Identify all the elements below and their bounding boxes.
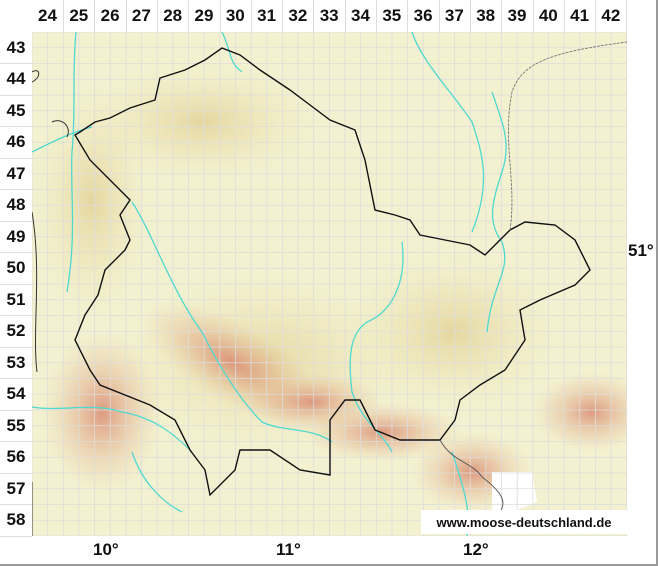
grid-column-label: 24 — [32, 0, 64, 32]
grid-row-label: 44 — [0, 64, 32, 96]
grid-lines — [32, 32, 627, 536]
grid-column-label: 28 — [157, 0, 190, 32]
longitude-label: 10° — [93, 540, 119, 559]
grid-column-label: 37 — [439, 0, 471, 32]
grid-column-label: 29 — [189, 0, 221, 32]
latitude-label: 51° — [628, 241, 654, 260]
grid-row-label: 51 — [0, 284, 32, 316]
neighbor-border-south — [439, 439, 504, 513]
grid-column-label: 34 — [345, 0, 377, 32]
grid-row-label: 54 — [0, 379, 32, 411]
credit-label: www.moose-deutschland.de — [421, 510, 627, 534]
grid-column-label: 26 — [95, 0, 127, 32]
grid-column-label: 31 — [251, 0, 284, 32]
map-canvas — [32, 32, 627, 536]
grid-row-label: 53 — [0, 347, 32, 379]
grid-row-label: 55 — [0, 410, 32, 442]
grid-column-label: 41 — [564, 0, 597, 32]
grid-column-label: 36 — [408, 0, 440, 32]
grid-column-label: 35 — [376, 0, 409, 32]
grid-row-label: 50 — [0, 253, 32, 285]
grid-row-label: 58 — [0, 505, 32, 537]
grid-row-label: 56 — [0, 442, 32, 474]
state-border — [74, 47, 591, 497]
grid-row-label: 45 — [0, 95, 32, 127]
grid-column-label: 30 — [220, 0, 252, 32]
grid-row-label: 47 — [0, 158, 32, 190]
grid-row-label: 52 — [0, 316, 32, 348]
grid-row-label: 49 — [0, 221, 32, 253]
grid-column-label: 39 — [502, 0, 534, 32]
grid-column-label: 25 — [63, 0, 96, 32]
grid-row-label: 57 — [0, 473, 32, 505]
neighbor-border — [508, 41, 627, 231]
outer-borders — [32, 70, 69, 536]
longitude-label: 11° — [276, 540, 301, 559]
grid-column-label: 27 — [126, 0, 158, 32]
longitude-label: 12° — [463, 540, 489, 559]
grid-row-label: 43 — [0, 32, 32, 64]
grid-column-label: 32 — [282, 0, 315, 32]
window-frame — [656, 0, 658, 566]
grid-column-label: 33 — [314, 0, 346, 32]
grid-row-label: 46 — [0, 127, 32, 159]
grid-column-label: 38 — [470, 0, 503, 32]
grid-row-label: 48 — [0, 190, 32, 222]
window-frame — [0, 564, 658, 566]
grid-column-label: 40 — [533, 0, 565, 32]
grid-column-label: 42 — [595, 0, 628, 32]
